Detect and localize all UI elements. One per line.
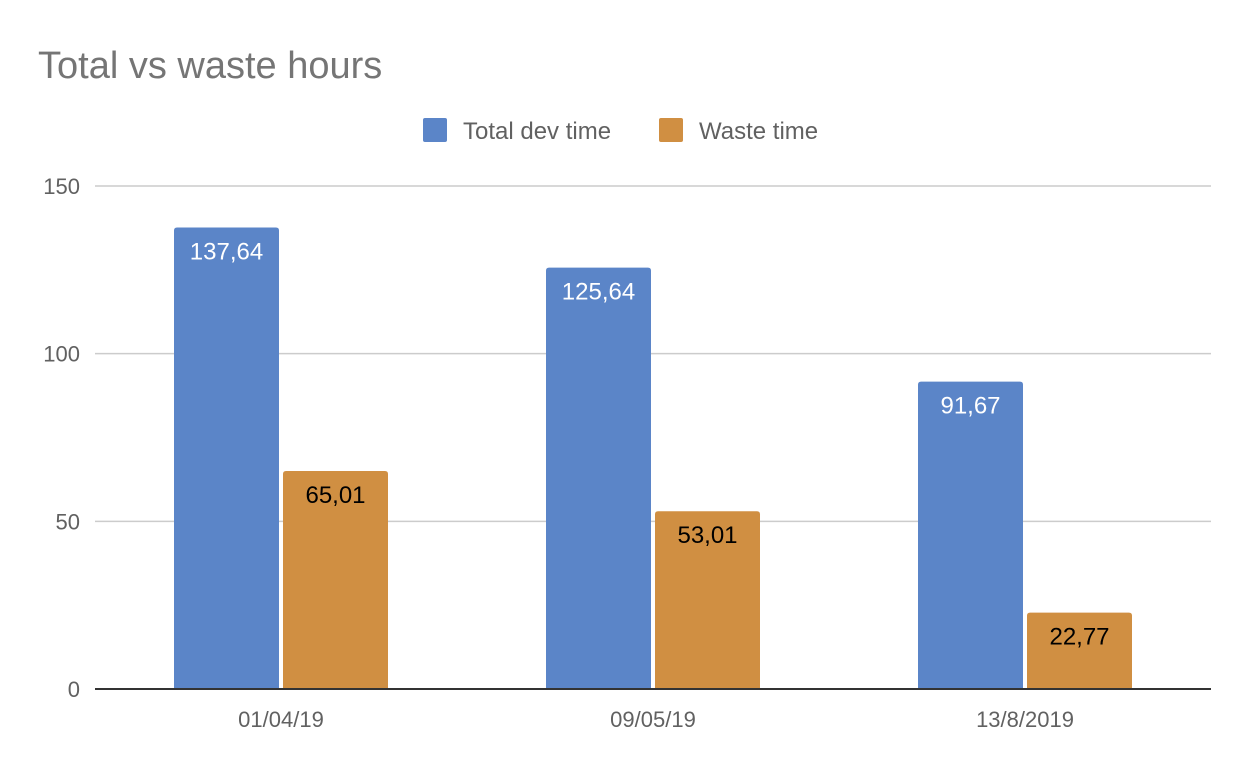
data-label-waste-time: 65,01: [305, 482, 365, 509]
bar-total-dev-time: [174, 227, 279, 689]
x-tick-label: 09/05/19: [610, 707, 696, 732]
data-labels: 137,64 65,01 125,64 53,01 91,67 22,77: [190, 238, 1110, 650]
x-tick-label: 01/04/19: [238, 707, 324, 732]
data-label-waste-time: 53,01: [677, 522, 737, 549]
bar-waste-time: [1027, 612, 1132, 689]
x-tick-label: 13/8/2019: [976, 707, 1074, 732]
bar-waste-time: [655, 511, 760, 689]
legend: Total dev time Waste time: [423, 118, 818, 145]
data-label-total-dev-time: 91,67: [940, 393, 1000, 420]
chart-title: Total vs waste hours: [38, 45, 382, 87]
legend-label-waste-time: Waste time: [699, 118, 818, 145]
y-tick-label: 100: [43, 342, 80, 367]
data-label-waste-time: 22,77: [1049, 624, 1109, 651]
y-axis: 0 50 100 150: [43, 174, 80, 702]
data-label-total-dev-time: 137,64: [190, 238, 263, 265]
y-tick-label: 150: [43, 174, 80, 199]
y-tick-label: 0: [68, 677, 80, 702]
legend-swatch-total-dev-time: [423, 118, 447, 142]
bar-waste-time: [283, 470, 388, 689]
bar-total-dev-time: [918, 381, 1023, 689]
gridlines: [95, 185, 1211, 523]
y-tick-label: 50: [56, 509, 80, 534]
bar-total-dev-time: [546, 267, 651, 689]
x-axis: 01/04/19 09/05/19 13/8/2019: [238, 707, 1074, 732]
data-label-total-dev-time: 125,64: [562, 279, 635, 306]
bars: [174, 227, 1132, 689]
legend-label-total-dev-time: Total dev time: [463, 118, 611, 145]
legend-swatch-waste-time: [659, 118, 683, 142]
